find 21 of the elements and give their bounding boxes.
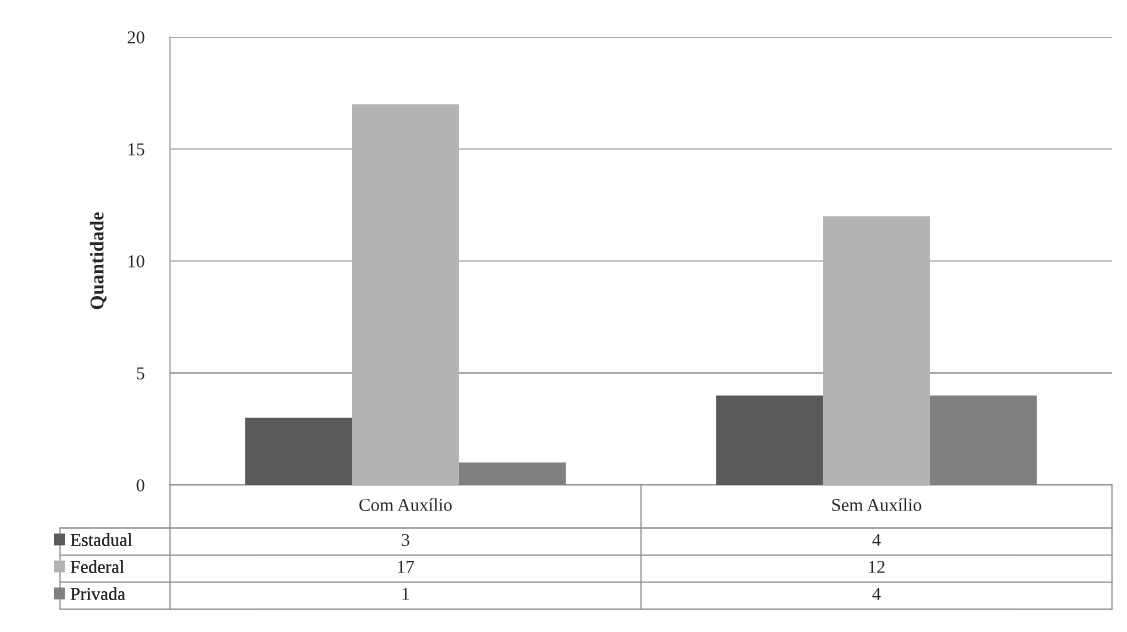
y-tick-label: 5 xyxy=(137,367,145,380)
y-tick-label: 0 xyxy=(136,479,145,492)
data-label: 17 xyxy=(398,560,415,573)
legend-label: Estadual xyxy=(70,533,133,547)
y-axis-title: Quantidade xyxy=(89,212,107,310)
y-tick-label: 20 xyxy=(127,31,145,44)
y-tick-label: 15 xyxy=(128,143,145,156)
bar xyxy=(352,104,459,485)
data-label: 3 xyxy=(401,533,410,547)
data-label: 1 xyxy=(402,587,409,600)
bar xyxy=(245,417,353,485)
data-label: 12 xyxy=(869,560,885,573)
data-label: 4 xyxy=(872,533,881,546)
legend-label: Federal xyxy=(70,560,125,574)
bar xyxy=(716,395,824,485)
y-tick-label: 10 xyxy=(128,255,145,268)
bar xyxy=(823,216,930,485)
legend-label: Privada xyxy=(70,587,126,601)
x-tick-label: Com Auxílio xyxy=(359,498,452,512)
data-label: 4 xyxy=(872,587,881,600)
x-tick-label: Sem Auxílio xyxy=(832,498,922,512)
